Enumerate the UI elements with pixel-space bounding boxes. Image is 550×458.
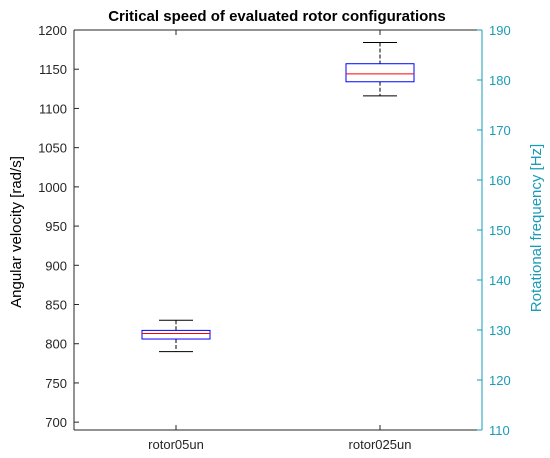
y-axis-label-right: Rotational frequency [Hz] [528,144,545,312]
y-tick-label-left: 850 [45,298,67,313]
y-tick-label-left: 1150 [39,62,67,77]
y-tick-label-right: 150 [489,223,511,238]
x-tick-label: rotor05un [148,437,204,452]
x-tick-label: rotor025un [349,437,412,452]
y-tick-label-right: 130 [489,323,511,338]
plot-area: 700 750 800 850 900 950 1000 1050 1100 1150 1200 11… [38,23,511,452]
y-tick-label-left: 1000 [38,180,67,195]
y-tick-label-left: 900 [45,258,67,273]
y-tick-label-left: 700 [45,415,67,430]
y-tick-label-left: 750 [45,376,67,391]
y-tick-label-right: 190 [489,23,511,38]
box-rect [141,329,211,340]
y-tick-label-right: 140 [489,273,511,288]
y-tick-label-left: 800 [45,337,67,352]
y-axis-label-left: Angular velocity [rad/s] [8,156,25,308]
y-tick-label-right: 110 [489,423,510,438]
y-tick-label-left: 1100 [39,101,67,116]
y-tick-label-right: 120 [489,373,511,388]
y-tick-label-left: 1200 [38,23,67,38]
y-tick-label-right: 180 [489,73,511,88]
y-tick-label-left: 950 [45,219,67,234]
y-tick-label-left: 1050 [38,141,67,156]
chart-title: Critical speed of evaluated rotor config… [108,8,446,25]
box-rect [345,63,415,83]
y-tick-label-right: 170 [489,123,511,138]
y-tick-label-right: 160 [489,173,511,188]
